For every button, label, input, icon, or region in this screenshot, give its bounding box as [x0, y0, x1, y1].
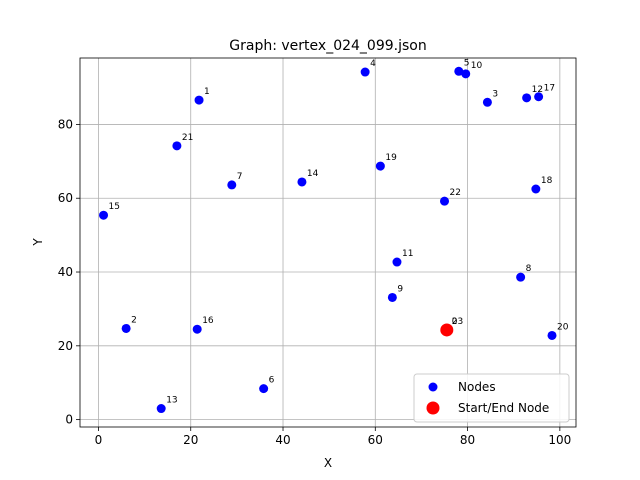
node-label: 21 [182, 133, 193, 143]
legend-marker [426, 401, 440, 415]
node-point [461, 69, 471, 79]
node-label: 9 [397, 284, 403, 294]
node-label: 4 [370, 59, 376, 69]
node-label: 2 [131, 315, 137, 325]
node-point [454, 66, 464, 76]
node-label: 7 [237, 172, 243, 182]
legend-entry: Start/End Node [458, 401, 549, 415]
x-tick-label: 100 [548, 433, 571, 447]
x-tick-label: 40 [275, 433, 290, 447]
node-label: 3 [492, 89, 498, 99]
x-axis-label: X [324, 456, 332, 470]
data-points [99, 66, 557, 414]
node-label: 20 [557, 322, 569, 332]
legend-entry: Nodes [458, 380, 496, 394]
node-label: 6 [269, 376, 275, 386]
node-label: 10 [471, 61, 483, 71]
y-tick-label: 20 [58, 339, 73, 353]
node-label: 11 [402, 249, 413, 259]
node-label: 23 [452, 317, 463, 327]
chart-title: Graph: vertex_024_099.json [229, 38, 426, 54]
node-point [194, 95, 204, 105]
node-label: 15 [109, 202, 120, 212]
node-label: 8 [526, 264, 532, 274]
grid-lines [80, 58, 576, 427]
node-point [440, 196, 450, 206]
node-point [375, 161, 385, 171]
node-point [297, 177, 307, 187]
node-point [522, 93, 532, 103]
node-point [192, 324, 202, 334]
y-tick-label: 40 [58, 265, 73, 279]
legend: Nodes Start/End Node [413, 373, 570, 423]
node-label: 1 [204, 87, 210, 97]
node-point [227, 180, 237, 190]
node-label: 14 [307, 169, 319, 179]
node-label: 17 [544, 84, 555, 94]
node-label: 12 [532, 85, 543, 95]
plot-frame [79, 57, 577, 428]
y-axis-label: Y [31, 238, 45, 247]
node-point [392, 257, 402, 267]
y-tick-label: 60 [58, 191, 73, 205]
node-label: 18 [541, 176, 553, 186]
node-point [360, 67, 370, 77]
node-label: 5 [464, 58, 470, 68]
x-tick-label: 80 [460, 433, 475, 447]
x-tick-label: 60 [368, 433, 383, 447]
y-tick-label: 80 [58, 117, 73, 131]
legend-box [413, 373, 570, 423]
y-tick-label: 0 [65, 413, 73, 427]
node-label: 16 [202, 316, 214, 326]
x-tick-label: 0 [95, 433, 103, 447]
legend-marker [428, 382, 438, 392]
node-label: 22 [450, 188, 461, 198]
node-point [156, 404, 166, 414]
node-point [531, 184, 541, 194]
node-point [516, 272, 526, 282]
node-point [121, 323, 131, 333]
node-point [534, 92, 544, 102]
node-point [547, 330, 557, 340]
node-point [259, 384, 269, 394]
start-end-node-point [440, 323, 454, 337]
node-point [482, 97, 492, 107]
node-label: 19 [385, 153, 397, 163]
node-point [99, 210, 109, 220]
node-point [172, 141, 182, 151]
node-point [387, 292, 397, 302]
node-label: 0 [452, 317, 458, 327]
x-tick-label: 20 [183, 433, 198, 447]
node-label: 13 [166, 396, 177, 406]
